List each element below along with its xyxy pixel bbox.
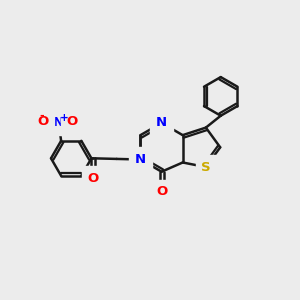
- Text: O: O: [87, 172, 98, 185]
- Text: -: -: [40, 111, 44, 121]
- Text: O: O: [67, 115, 78, 128]
- Text: O: O: [38, 115, 49, 128]
- Text: +: +: [60, 113, 69, 123]
- Text: N: N: [156, 116, 167, 130]
- Text: N: N: [53, 116, 64, 130]
- Text: N: N: [135, 153, 146, 166]
- Text: S: S: [201, 160, 211, 173]
- Text: O: O: [156, 185, 167, 198]
